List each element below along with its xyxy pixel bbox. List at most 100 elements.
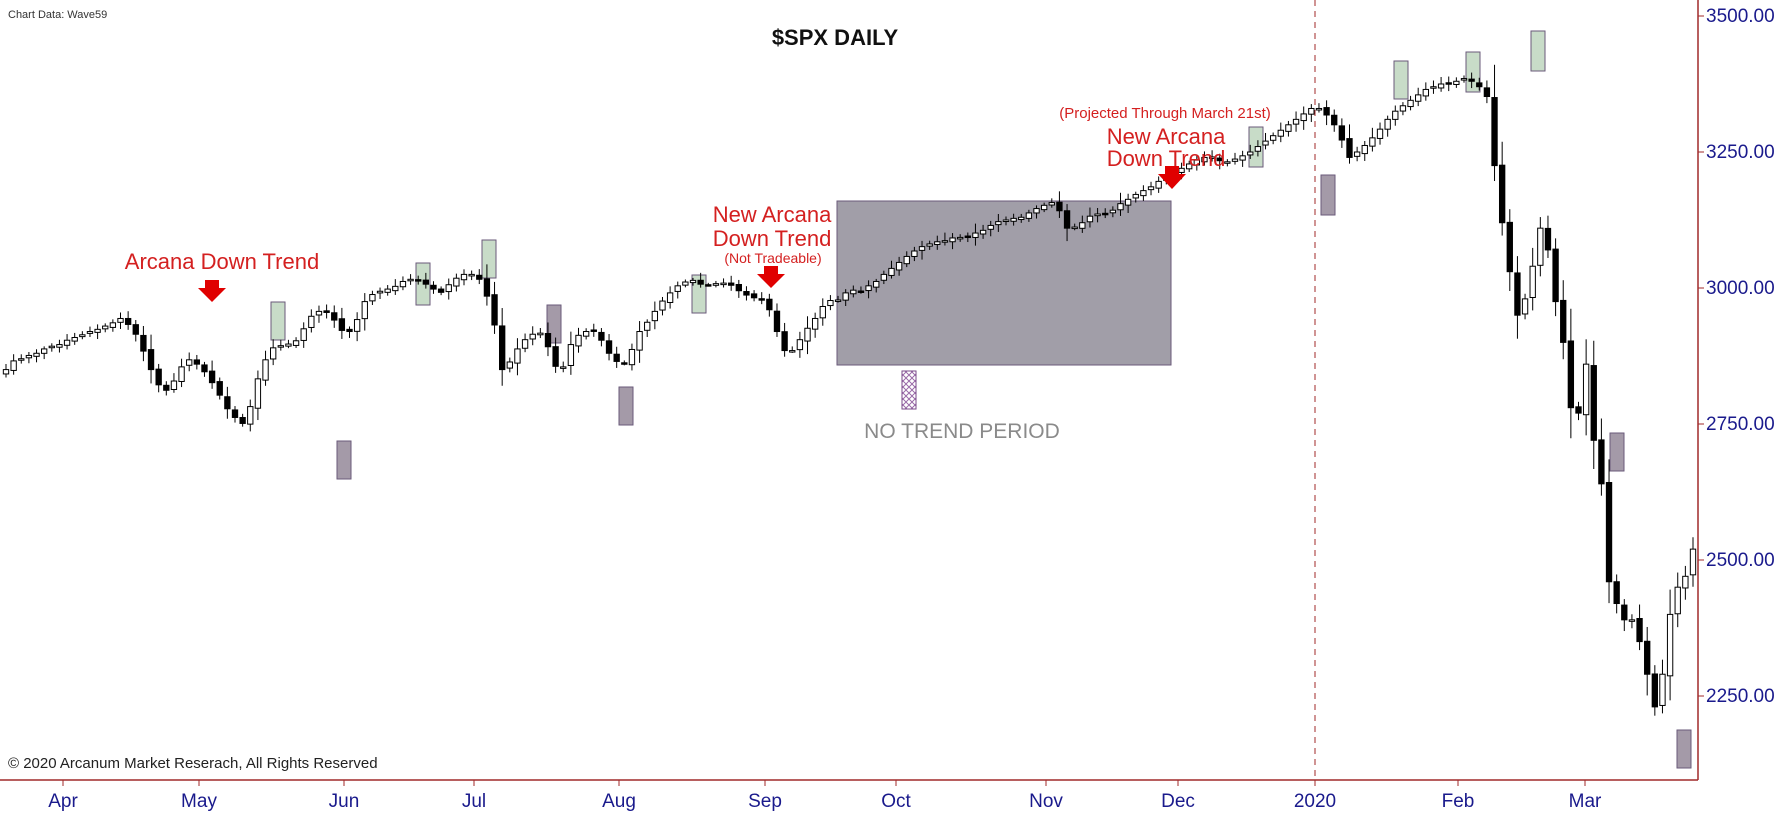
candle-up	[582, 331, 590, 337]
candle-up	[1628, 619, 1636, 622]
y-axis-ticks: 3500.00 3250.00 3000.00 2750.00 2500.00 …	[1698, 6, 1775, 707]
candle-up	[468, 273, 475, 277]
candle-up	[1674, 586, 1681, 615]
x-axis-ticks: Apr May Jun Jul Aug Sep Oct Nov Dec 2020…	[48, 780, 1602, 812]
candle-up	[1460, 78, 1468, 81]
candle-down	[1056, 201, 1063, 212]
candle-up	[1224, 161, 1231, 164]
annotation-projected: (Projected Through March 21st)	[1059, 105, 1271, 122]
candle-up	[117, 317, 124, 323]
candle-up	[1300, 113, 1307, 122]
candle-down	[346, 328, 353, 333]
candle-up	[33, 352, 40, 357]
candle-down	[239, 417, 246, 424]
candle-down	[1323, 107, 1330, 116]
candle-up	[1247, 151, 1254, 156]
candle-down	[140, 334, 147, 352]
candle-up	[1537, 227, 1544, 266]
candle-up	[1186, 163, 1193, 170]
candle-up	[109, 322, 117, 328]
candle-up	[514, 348, 521, 364]
candle-up	[659, 300, 666, 311]
candle-up	[636, 331, 643, 351]
candle-down	[781, 331, 788, 352]
candle-up	[1399, 105, 1407, 112]
candle-down	[544, 333, 552, 348]
candle-up	[1033, 208, 1040, 214]
candle-up	[18, 358, 25, 361]
x-tick-label: Aug	[602, 791, 636, 812]
x-tick-label: Jun	[329, 791, 360, 812]
candle-down	[193, 359, 201, 365]
candle-up	[873, 280, 880, 288]
upper-signal-box	[481, 239, 497, 279]
candle-up	[86, 331, 94, 334]
candle-up	[834, 299, 842, 302]
candle-up	[979, 229, 987, 235]
x-tick-label: Mar	[1569, 791, 1602, 812]
candle-up	[674, 285, 681, 292]
candle-up	[1422, 88, 1429, 97]
candle-down	[208, 370, 216, 384]
candle-up	[1079, 222, 1086, 229]
candle-down	[422, 279, 430, 285]
candle-up	[315, 310, 323, 316]
candle-down	[483, 278, 491, 297]
candle-down	[1102, 212, 1109, 216]
candle-up	[1384, 118, 1391, 130]
candle-up	[94, 328, 101, 333]
x-tick-label: Sep	[748, 791, 782, 812]
candle-down	[1476, 82, 1483, 88]
candle-up	[537, 332, 544, 336]
x-tick-label: May	[181, 791, 217, 812]
y-tick-label: 3500.00	[1706, 6, 1775, 27]
y-tick-label: 2750.00	[1706, 414, 1775, 435]
candle-up	[1239, 155, 1246, 161]
candle-down	[1590, 365, 1597, 441]
candle-up	[926, 243, 933, 247]
candle-up	[521, 339, 529, 349]
candle-down	[1567, 340, 1575, 409]
candle-down	[621, 362, 628, 365]
candle-up	[1689, 548, 1697, 576]
upper-signal-box	[1393, 60, 1409, 100]
candle-down	[857, 290, 865, 293]
candle-down	[1613, 581, 1620, 605]
candle-down	[750, 293, 758, 299]
candle-down	[728, 282, 735, 286]
candle-up	[811, 317, 819, 330]
candle-up	[1040, 204, 1048, 211]
candle-up	[285, 343, 292, 347]
y-tick-label: 2500.00	[1706, 550, 1775, 571]
candle-down	[1491, 97, 1498, 167]
candle-down	[1544, 227, 1552, 251]
candle-up	[1308, 107, 1315, 115]
candle-down	[735, 283, 742, 292]
annotation-new-arcana2-line1: New Arcana	[1107, 124, 1226, 149]
candle-up	[407, 278, 414, 282]
candlestick-series	[2, 64, 1697, 716]
chart-title: $SPX DAILY	[772, 25, 899, 50]
lower-signal-box	[336, 440, 352, 480]
candle-down	[1445, 82, 1452, 85]
x-tick-label: Feb	[1442, 791, 1475, 812]
candle-up	[1231, 158, 1239, 162]
candle-up	[1292, 118, 1300, 125]
signal-boxes	[270, 30, 1692, 769]
upper-signal-box	[270, 301, 286, 341]
candle-up	[1529, 265, 1536, 299]
candle-up	[796, 339, 804, 351]
candle-down	[155, 368, 162, 386]
candle-down	[331, 312, 338, 321]
candle-up	[292, 340, 300, 346]
candle-up	[1002, 219, 1010, 222]
candle-up	[453, 277, 460, 287]
candle-up	[949, 237, 956, 243]
candle-up	[827, 300, 834, 307]
candle-down	[605, 340, 613, 354]
annotation-arcana-down-trend: Arcana Down Trend	[125, 249, 319, 274]
candle-up	[1094, 213, 1101, 217]
lower-signal-box	[1320, 174, 1336, 216]
candle-up	[804, 327, 811, 342]
candle-down	[231, 409, 239, 418]
